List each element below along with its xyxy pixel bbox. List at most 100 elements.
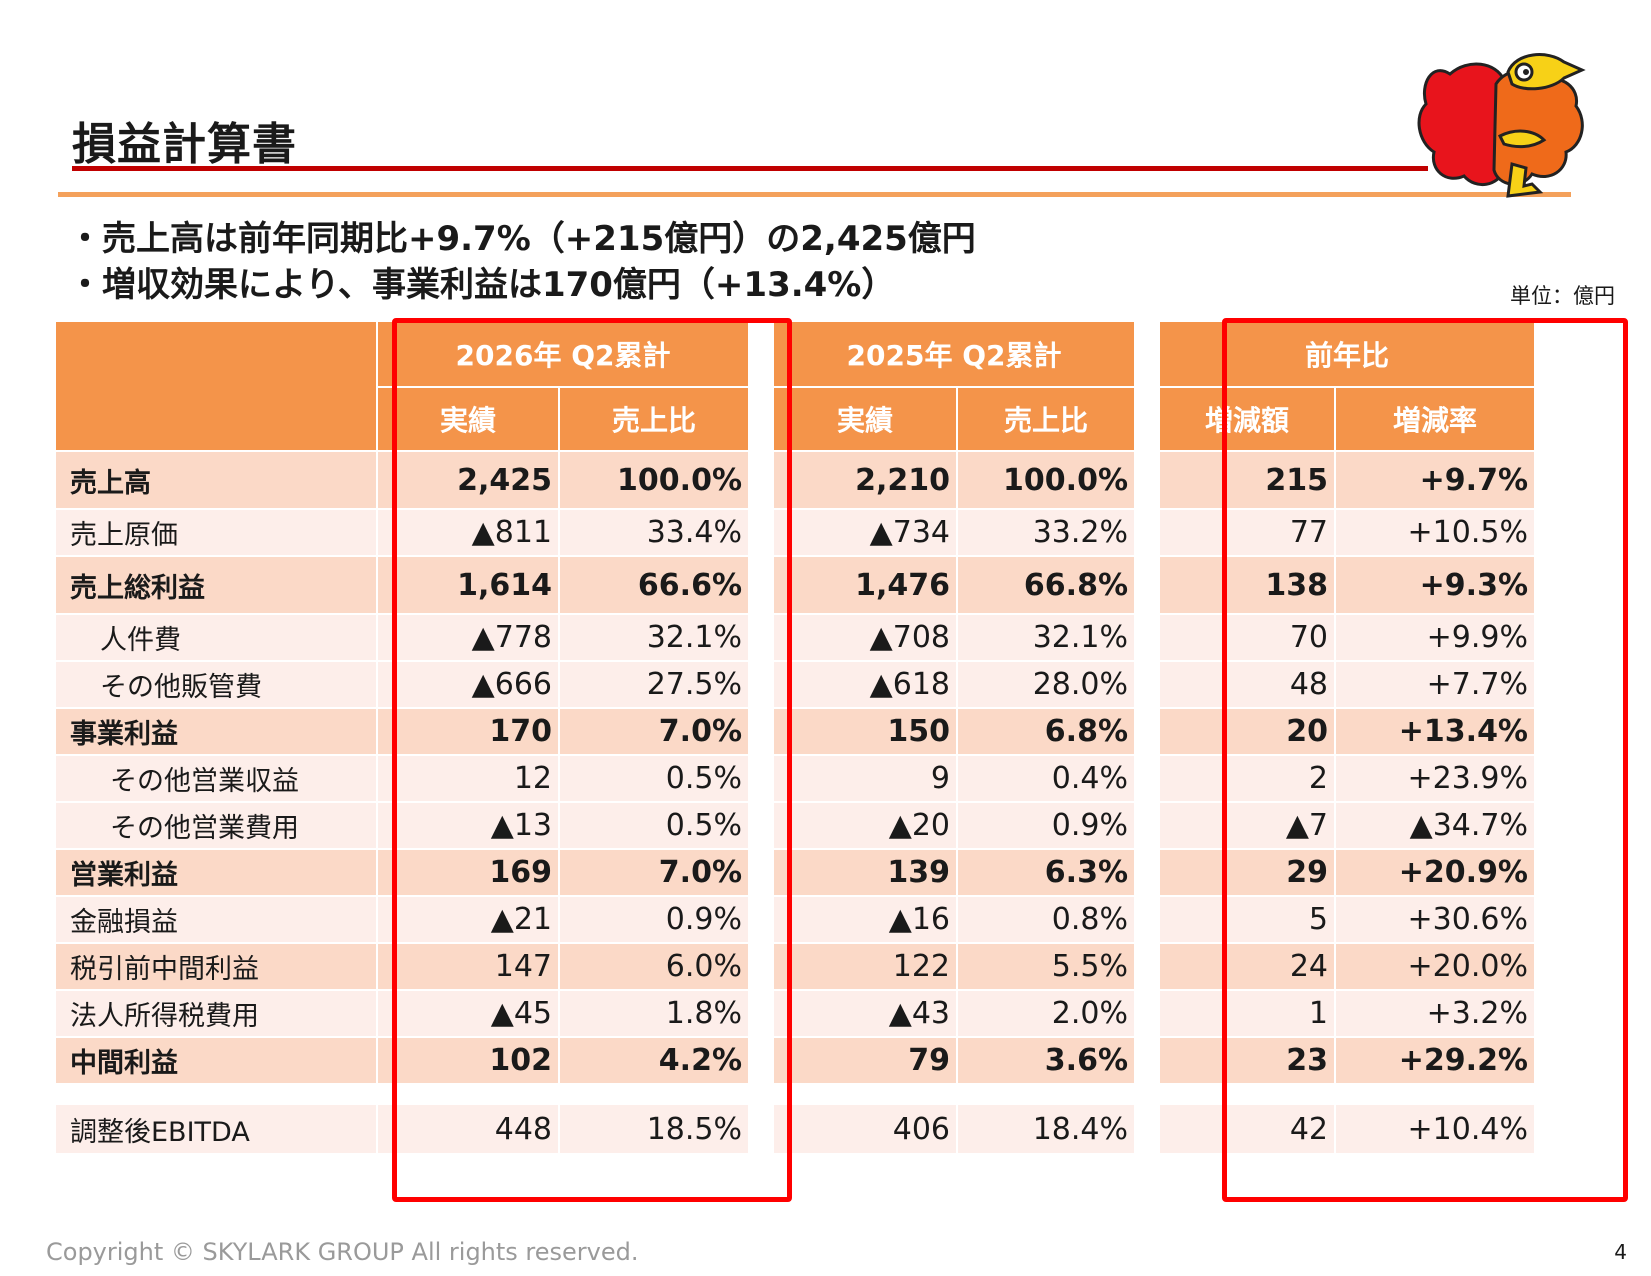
row-label: 中間利益 [56, 1036, 376, 1083]
table-row: 金融損益 ▲21 0.9% ▲16 0.8% 5 +30.6% [56, 895, 1534, 942]
bullet-operating-profit: ・増収効果により、事業利益は170億円（+13.4%） [68, 265, 896, 305]
header-divider [58, 192, 1571, 197]
cell-2026-actual: 147 [376, 942, 558, 989]
cell-change-rate: +13.4% [1334, 707, 1534, 754]
bullet-revenue: ・売上高は前年同期比+9.7%（+215億円）の2,425億円 [68, 219, 976, 259]
column-gap [748, 386, 774, 450]
row-label: 売上総利益 [56, 555, 376, 613]
column-gap [748, 450, 774, 508]
column-gap [748, 1036, 774, 1083]
cell-2026-actual: ▲13 [376, 801, 558, 848]
table-row: 中間利益 102 4.2% 79 3.6% 23 +29.2% [56, 1036, 1534, 1083]
cell-2026-ratio: 100.0% [558, 450, 748, 508]
column-gap [748, 707, 774, 754]
cell-2026-ratio: 4.2% [558, 1036, 748, 1083]
column-gap [748, 555, 774, 613]
cell-change-amount: 5 [1160, 895, 1334, 942]
cell-change-amount: 2 [1160, 754, 1334, 801]
column-gap [748, 613, 774, 660]
table-row: 税引前中間利益 147 6.0% 122 5.5% 24 +20.0% [56, 942, 1534, 989]
cell-2025-ratio: 33.2% [956, 508, 1134, 555]
cell-2026-ratio: 0.9% [558, 895, 748, 942]
column-gap [1134, 555, 1160, 613]
cell-change-rate: +10.5% [1334, 508, 1534, 555]
cell-2025-ratio: 5.5% [956, 942, 1134, 989]
table-corner-header [56, 322, 376, 450]
row-label: 人件費 [56, 613, 376, 660]
row-label: 調整後EBITDA [56, 1105, 376, 1153]
subheader-change-amount: 増減額 [1160, 386, 1334, 450]
cell-change-amount: 1 [1160, 989, 1334, 1036]
cell-change-rate: +3.2% [1334, 989, 1534, 1036]
cell-2026-ratio: 7.0% [558, 848, 748, 895]
table-row: 売上原価 ▲811 33.4% ▲734 33.2% 77 +10.5% [56, 508, 1534, 555]
cell-change-rate: +9.9% [1334, 613, 1534, 660]
header-2025-q2: 2025年 Q2累計 [774, 322, 1134, 386]
cell-2026-actual: ▲21 [376, 895, 558, 942]
subheader-2026-ratio: 売上比 [558, 386, 748, 450]
subheader-change-rate: 増減率 [1334, 386, 1534, 450]
subheader-2026-actual: 実績 [376, 386, 558, 450]
cell-2025-actual: ▲618 [774, 660, 956, 707]
column-gap [1134, 660, 1160, 707]
cell-2026-actual: 2,425 [376, 450, 558, 508]
column-gap [1134, 942, 1160, 989]
row-label: 売上原価 [56, 508, 376, 555]
cell-change-rate: +20.9% [1334, 848, 1534, 895]
cell-2025-actual: 9 [774, 754, 956, 801]
cell-2026-actual: 12 [376, 754, 558, 801]
cell-change-amount: 138 [1160, 555, 1334, 613]
cell-2025-actual: 2,210 [774, 450, 956, 508]
cell-2025-ratio: 100.0% [956, 450, 1134, 508]
cell-2026-actual: ▲666 [376, 660, 558, 707]
cell-2026-ratio: 0.5% [558, 754, 748, 801]
column-gap [748, 989, 774, 1036]
row-label: その他営業収益 [56, 754, 376, 801]
page-number: 4 [1614, 1240, 1627, 1264]
cell-change-amount: 42 [1160, 1105, 1334, 1153]
table-row: その他営業費用 ▲13 0.5% ▲20 0.9% ▲7 ▲34.7% [56, 801, 1534, 848]
table-row: 売上高 2,425 100.0% 2,210 100.0% 215 +9.7% [56, 450, 1534, 508]
row-label: 営業利益 [56, 848, 376, 895]
row-label: 税引前中間利益 [56, 942, 376, 989]
header-2026-q2: 2026年 Q2累計 [376, 322, 748, 386]
income-statement-table: 2026年 Q2累計 2025年 Q2累計 前年比 実績 売上比 実績 売上比 … [56, 322, 1534, 1153]
cell-2026-actual: 169 [376, 848, 558, 895]
copyright-footer: Copyright © SKYLARK GROUP All rights res… [46, 1238, 639, 1266]
cell-2026-ratio: 27.5% [558, 660, 748, 707]
column-gap [1134, 613, 1160, 660]
column-gap [748, 942, 774, 989]
subheader-2025-ratio: 売上比 [956, 386, 1134, 450]
cell-change-rate: +10.4% [1334, 1105, 1534, 1153]
column-gap [748, 1105, 774, 1153]
column-gap [1134, 386, 1160, 450]
cell-2025-actual: ▲43 [774, 989, 956, 1036]
cell-2026-actual: 448 [376, 1105, 558, 1153]
cell-2025-actual: 1,476 [774, 555, 956, 613]
column-gap [1134, 508, 1160, 555]
cell-2026-actual: ▲811 [376, 508, 558, 555]
table-row: 人件費 ▲778 32.1% ▲708 32.1% 70 +9.9% [56, 613, 1534, 660]
cell-2026-ratio: 66.6% [558, 555, 748, 613]
row-label: 金融損益 [56, 895, 376, 942]
table-row: 売上総利益 1,614 66.6% 1,476 66.8% 138 +9.3% [56, 555, 1534, 613]
cell-change-amount: 70 [1160, 613, 1334, 660]
cell-change-amount: ▲7 [1160, 801, 1334, 848]
cell-change-amount: 20 [1160, 707, 1334, 754]
row-label: その他販管費 [56, 660, 376, 707]
cell-2025-actual: ▲708 [774, 613, 956, 660]
cell-2025-actual: 122 [774, 942, 956, 989]
cell-change-rate: +9.7% [1334, 450, 1534, 508]
cell-2026-ratio: 1.8% [558, 989, 748, 1036]
cell-change-amount: 77 [1160, 508, 1334, 555]
cell-change-amount: 24 [1160, 942, 1334, 989]
column-gap [748, 801, 774, 848]
column-gap [1134, 989, 1160, 1036]
cell-2026-ratio: 32.1% [558, 613, 748, 660]
cell-2025-actual: 79 [774, 1036, 956, 1083]
column-gap [748, 895, 774, 942]
cell-change-rate: +23.9% [1334, 754, 1534, 801]
cell-change-rate: +20.0% [1334, 942, 1534, 989]
header-yoy: 前年比 [1160, 322, 1534, 386]
summary-bullets: ・売上高は前年同期比+9.7%（+215億円）の2,425億円 ・増収効果により… [68, 216, 976, 308]
